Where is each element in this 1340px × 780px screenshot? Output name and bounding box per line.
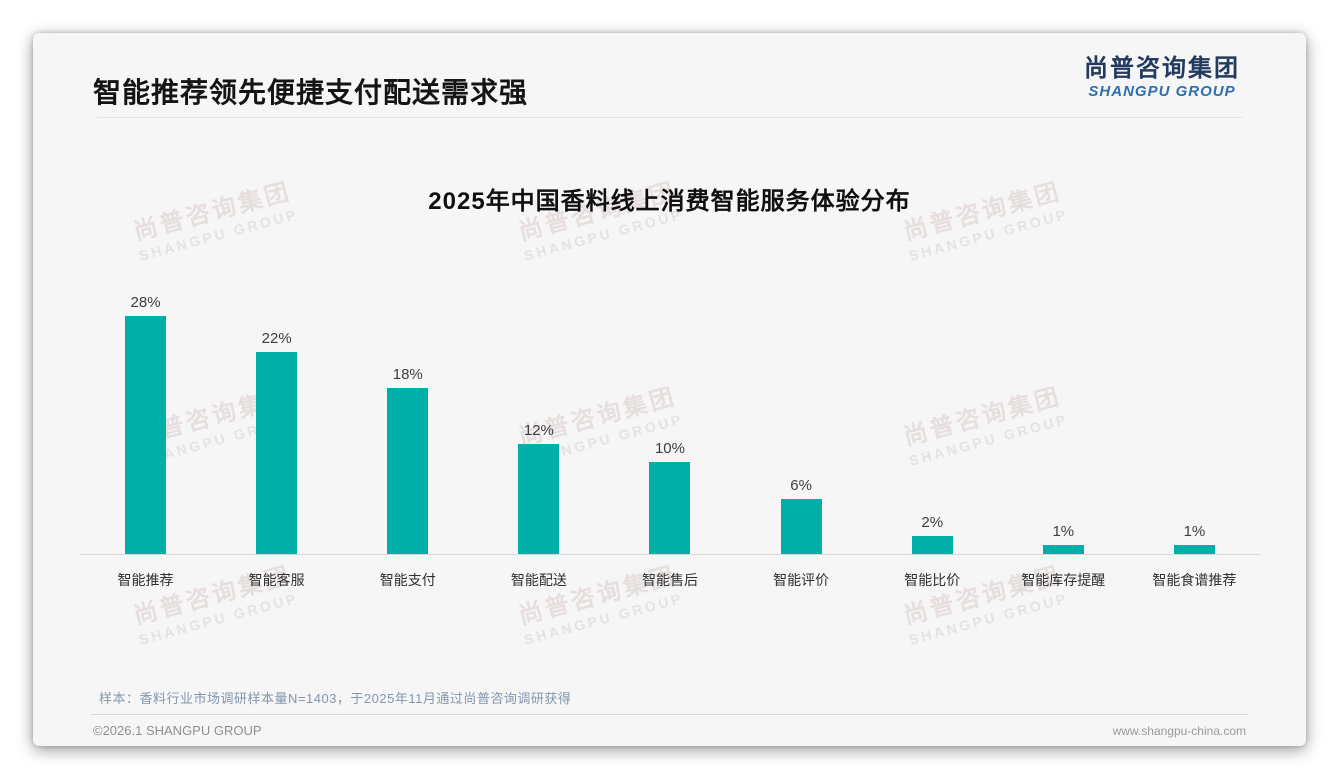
x-axis-line [80,554,1260,555]
bar [256,352,298,554]
category-label: 智能配送 [510,572,567,588]
sample-footnote: 样本：香料行业市场调研样本量N=1403，于2025年11月通过尚普咨询调研获得 [99,691,572,706]
slide-card: 智能推荐领先便捷支付配送需求强 尚普咨询集团 SHANGPU GROUP 尚普咨… [33,33,1306,746]
bar [780,499,822,554]
category-label: 智能食谱推荐 [1152,572,1237,588]
website-url: www.shangpu-china.com [1112,723,1246,738]
category-label: 智能库存提醒 [1021,572,1106,588]
bar-value-label: 18% [392,366,423,383]
category-label: 智能客服 [248,572,305,588]
bar [125,316,167,554]
bar [518,444,560,554]
bar [387,388,429,554]
bar [649,462,691,554]
header-divider [97,117,1242,118]
bar-value-label: 10% [654,440,685,457]
watermark-text-en: SHANGPU GROUP [137,589,301,648]
bar-value-label: 28% [130,294,161,311]
chart-title: 2025年中国香料线上消费智能服务体验分布 [428,188,911,215]
footer-divider [91,714,1248,715]
category-label: 智能支付 [379,572,436,588]
bar-value-label: 1% [1183,523,1206,540]
watermark-text-en: SHANGPU GROUP [907,589,1071,648]
category-label: 智能比价 [904,572,961,588]
bar-value-label: 12% [523,422,554,439]
category-label: 智能推荐 [117,572,174,588]
bar-column: 12% [473,294,604,554]
company-logo: 尚普咨询集团 SHANGPU GROUP [1084,55,1240,100]
bar-column: 28% [80,294,211,554]
logo-text-en: SHANGPU GROUP [1088,82,1236,100]
bar-column: 18% [342,294,473,554]
bar-column: 2% [867,294,998,554]
bar-column: 22% [211,294,342,554]
bar-chart: 28% 22% 18% 12% 10% 6% 2% 1% 1% [80,294,1260,554]
logo-text-cn: 尚普咨询集团 [1084,55,1240,82]
bar [1173,545,1215,554]
bar-value-label: 1% [1052,523,1075,540]
bar-column: 6% [736,294,867,554]
copyright-text: ©2026.1 SHANGPU GROUP [93,723,262,738]
bar-value-label: 2% [921,514,944,531]
bar [911,536,953,554]
bar-value-label: 6% [790,477,812,494]
bar-value-label: 22% [261,330,292,347]
category-label: 智能售后 [641,572,698,588]
bar-column: 1% [1129,294,1260,554]
bar [1042,545,1084,554]
watermark-text-en: SHANGPU GROUP [522,589,686,648]
category-label: 智能评价 [773,572,830,588]
footer: ©2026.1 SHANGPU GROUP www.shangpu-china.… [93,723,1246,738]
x-axis-labels: 智能推荐 智能客服 智能支付 智能配送 智能售后 智能评价 智能比价 智能库存提醒 智能食谱推荐 [80,570,1260,590]
bar-column: 10% [604,294,735,554]
bar-column: 1% [998,294,1129,554]
page-title: 智能推荐领先便捷支付配送需求强 [93,77,529,108]
